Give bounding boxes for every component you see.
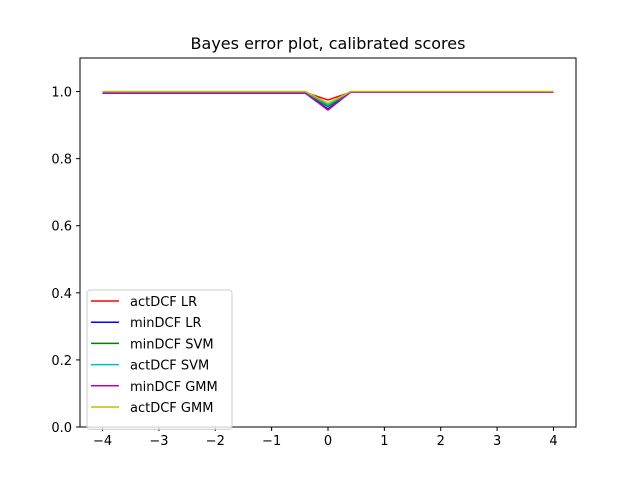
x-tick-label: −2 [206,434,225,449]
legend-label: actDCF GMM [130,401,213,416]
legend-label: actDCF LR [130,295,197,310]
legend-label: actDCF SVM [130,359,209,374]
series-layer [102,90,554,111]
x-tick-label: 0 [324,434,332,449]
y-tick-label: 0.0 [51,421,72,436]
x-tick-label: −3 [149,434,168,449]
legend-box [86,289,233,430]
y-axis: 0.0 0.2 0.4 0.6 0.8 1.0 [51,86,80,436]
x-tick-label: 2 [437,434,445,449]
legend-label: minDCF GMM [130,380,218,395]
x-tick-label: 4 [549,434,557,449]
x-tick-label: 1 [380,434,388,449]
y-tick-label: 0.2 [51,354,72,369]
x-axis: −4 −3 −2 −1 0 1 2 3 4 [93,427,558,449]
x-tick-label: −4 [93,434,112,449]
legend-label: minDCF SVM [130,337,214,352]
x-tick-label: −1 [262,434,281,449]
chart-title: Bayes error plot, calibrated scores [191,34,466,53]
y-tick-label: 1.0 [51,86,72,101]
x-tick-label: 3 [493,434,501,449]
series-line-actdcf-gmm [102,90,554,105]
y-tick-label: 0.8 [51,153,72,168]
legend: actDCF LR minDCF LR minDCF SVM actDCF SVM mi… [86,289,233,430]
y-tick-label: 0.4 [51,287,72,302]
y-tick-label: 0.6 [51,220,72,235]
legend-label: minDCF LR [130,316,202,331]
